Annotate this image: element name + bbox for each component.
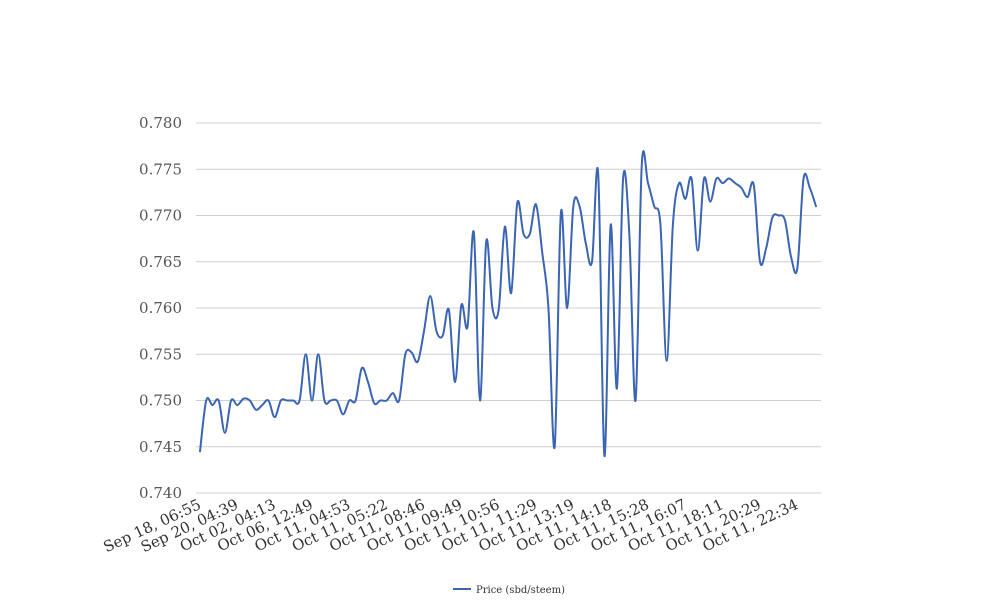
y-tick-label: 0.780 (139, 114, 182, 132)
y-axis-tick-labels: 0.740 0.745 0.750 0.755 0.760 0.765 0.770 0.775… (139, 114, 182, 502)
y-tick-label: 0.760 (139, 299, 182, 317)
y-tick-label: 0.740 (139, 484, 182, 502)
y-tick-label: 0.770 (139, 207, 182, 225)
y-tick-label: 0.755 (139, 345, 182, 363)
y-tick-label: 0.750 (139, 392, 182, 410)
y-tick-label: 0.775 (139, 160, 182, 178)
series-line-price (199, 150, 817, 458)
series-lines (199, 150, 817, 458)
y-tick-label: 0.765 (139, 253, 182, 271)
legend-label: Price (sbd/steem) (476, 585, 565, 596)
y-tick-label: 0.745 (139, 438, 182, 456)
legend: Price (sbd/steem) (453, 585, 565, 596)
